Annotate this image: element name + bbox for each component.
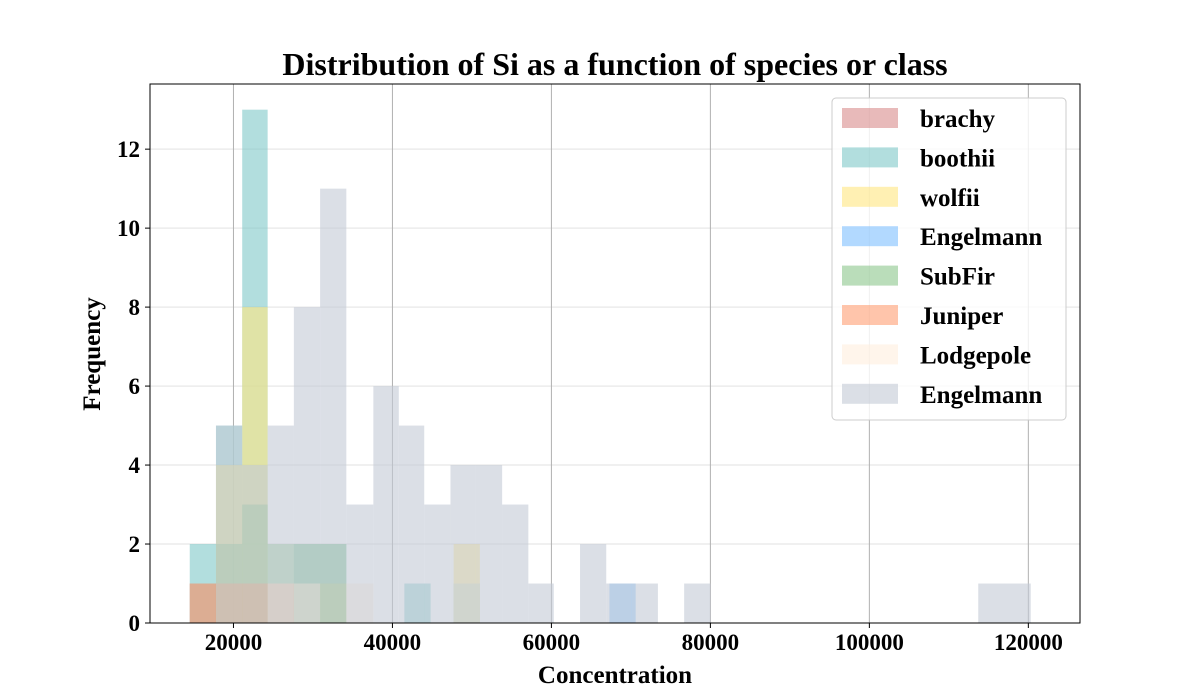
y-tick-label: 12 bbox=[117, 137, 140, 162]
legend-item: Engelmann bbox=[842, 224, 1042, 251]
x-tick-label: 80000 bbox=[682, 630, 740, 655]
legend-swatch bbox=[842, 344, 898, 365]
histogram-bar bbox=[346, 504, 374, 623]
x-tick-label: 40000 bbox=[364, 630, 422, 655]
x-tick-label: 120000 bbox=[994, 630, 1063, 655]
histogram-bar bbox=[242, 465, 268, 623]
histogram-bar bbox=[320, 188, 347, 623]
legend-frame bbox=[831, 97, 1067, 421]
y-axis-label: Frequency bbox=[79, 297, 106, 411]
y-tick-label: 6 bbox=[129, 374, 141, 399]
x-tick-label: 60000 bbox=[523, 630, 581, 655]
legend: brachy boothii wolfii Engelmann SubFir Junipe… bbox=[831, 97, 1067, 421]
histogram-bar bbox=[606, 583, 632, 623]
histogram-bar bbox=[424, 504, 451, 623]
legend-item: wolfii bbox=[842, 185, 980, 212]
histogram-bar bbox=[475, 465, 503, 623]
chart-title: Distribution of Si as a function of spec… bbox=[282, 46, 947, 82]
y-tick-label: 8 bbox=[129, 295, 141, 320]
histogram-bar bbox=[189, 583, 216, 623]
series-engelmann-bars bbox=[215, 188, 1031, 623]
legend-swatch bbox=[842, 383, 898, 404]
legend-item: brachy bbox=[842, 106, 996, 133]
legend-swatch bbox=[842, 265, 898, 286]
histogram-bar bbox=[215, 425, 243, 623]
y-tick-label: 0 bbox=[129, 611, 141, 636]
legend-item: SubFir bbox=[842, 264, 995, 291]
plot-area-frame bbox=[149, 83, 1081, 624]
x-axis-label: Concentration bbox=[538, 662, 692, 689]
legend-label: Engelmann bbox=[920, 382, 1042, 409]
histogram-bar bbox=[502, 504, 529, 623]
histogram-bar bbox=[450, 465, 476, 623]
histogram-bar bbox=[1004, 583, 1031, 623]
legend-item: boothii bbox=[842, 145, 995, 172]
x-axis-ticks: 20000 40000 60000 80000 100000 120000 bbox=[205, 623, 1063, 655]
histogram-bar bbox=[293, 307, 321, 623]
legend-item: Juniper bbox=[842, 303, 1003, 330]
histogram-bar bbox=[684, 583, 711, 623]
legend-label: boothii bbox=[920, 145, 995, 172]
histogram-bar bbox=[267, 425, 294, 623]
y-tick-label: 2 bbox=[129, 532, 141, 557]
legend-label: Juniper bbox=[920, 303, 1003, 330]
histogram-bar bbox=[528, 583, 554, 623]
histogram-bar bbox=[398, 425, 425, 623]
legend-swatch bbox=[842, 147, 898, 168]
legend-label: wolfii bbox=[920, 185, 980, 212]
histogram-bar bbox=[978, 583, 1005, 623]
legend-item: Engelmann bbox=[842, 382, 1042, 409]
y-tick-label: 10 bbox=[117, 216, 140, 241]
histogram-bar bbox=[580, 544, 607, 623]
histogram-bars bbox=[189, 109, 1031, 623]
y-axis-ticks: 0 2 4 6 8 10 12 bbox=[117, 137, 150, 636]
x-tick-label: 100000 bbox=[835, 630, 904, 655]
legend-swatch bbox=[842, 186, 898, 207]
y-tick-label: 4 bbox=[129, 453, 141, 478]
legend-label: brachy bbox=[920, 106, 996, 133]
x-tick-label: 20000 bbox=[205, 630, 263, 655]
legend-swatch bbox=[842, 108, 898, 128]
legend-swatch bbox=[842, 305, 898, 325]
legend-item: Lodgepole bbox=[842, 342, 1031, 369]
legend-swatch bbox=[842, 226, 898, 247]
legend-label: SubFir bbox=[920, 264, 995, 291]
legend-items: brachy boothii wolfii Engelmann SubFir Junipe… bbox=[842, 106, 1042, 409]
legend-label: Engelmann bbox=[920, 224, 1042, 251]
histogram-bar bbox=[631, 583, 658, 623]
legend-label: Lodgepole bbox=[920, 342, 1031, 369]
histogram-bar bbox=[373, 386, 399, 623]
